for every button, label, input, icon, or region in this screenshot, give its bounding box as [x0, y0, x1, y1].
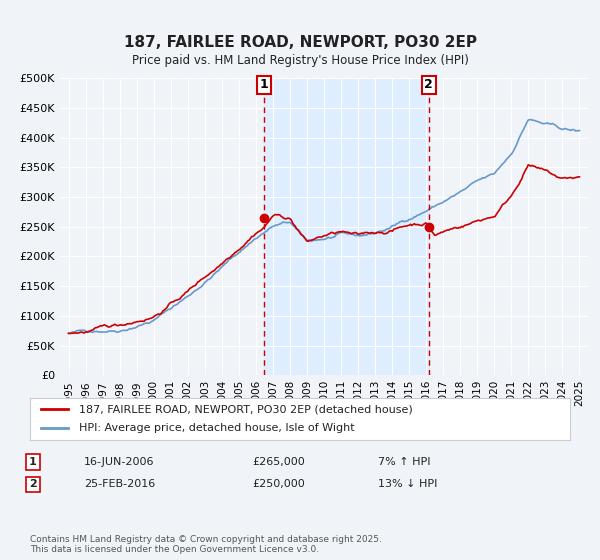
- Text: 1: 1: [259, 78, 268, 91]
- Text: 16-JUN-2006: 16-JUN-2006: [84, 457, 155, 467]
- Text: 2: 2: [29, 479, 37, 489]
- Text: Price paid vs. HM Land Registry's House Price Index (HPI): Price paid vs. HM Land Registry's House …: [131, 54, 469, 67]
- Text: £250,000: £250,000: [252, 479, 305, 489]
- Text: HPI: Average price, detached house, Isle of Wight: HPI: Average price, detached house, Isle…: [79, 423, 354, 433]
- Text: 7% ↑ HPI: 7% ↑ HPI: [378, 457, 431, 467]
- Text: 2: 2: [424, 78, 433, 91]
- Text: 187, FAIRLEE ROAD, NEWPORT, PO30 2EP: 187, FAIRLEE ROAD, NEWPORT, PO30 2EP: [124, 35, 476, 50]
- Text: £265,000: £265,000: [252, 457, 305, 467]
- Text: Contains HM Land Registry data © Crown copyright and database right 2025.
This d: Contains HM Land Registry data © Crown c…: [30, 535, 382, 554]
- Text: 187, FAIRLEE ROAD, NEWPORT, PO30 2EP (detached house): 187, FAIRLEE ROAD, NEWPORT, PO30 2EP (de…: [79, 404, 412, 414]
- Text: 13% ↓ HPI: 13% ↓ HPI: [378, 479, 437, 489]
- Text: 1: 1: [29, 457, 37, 467]
- Text: 25-FEB-2016: 25-FEB-2016: [84, 479, 155, 489]
- Bar: [264, 78, 429, 375]
